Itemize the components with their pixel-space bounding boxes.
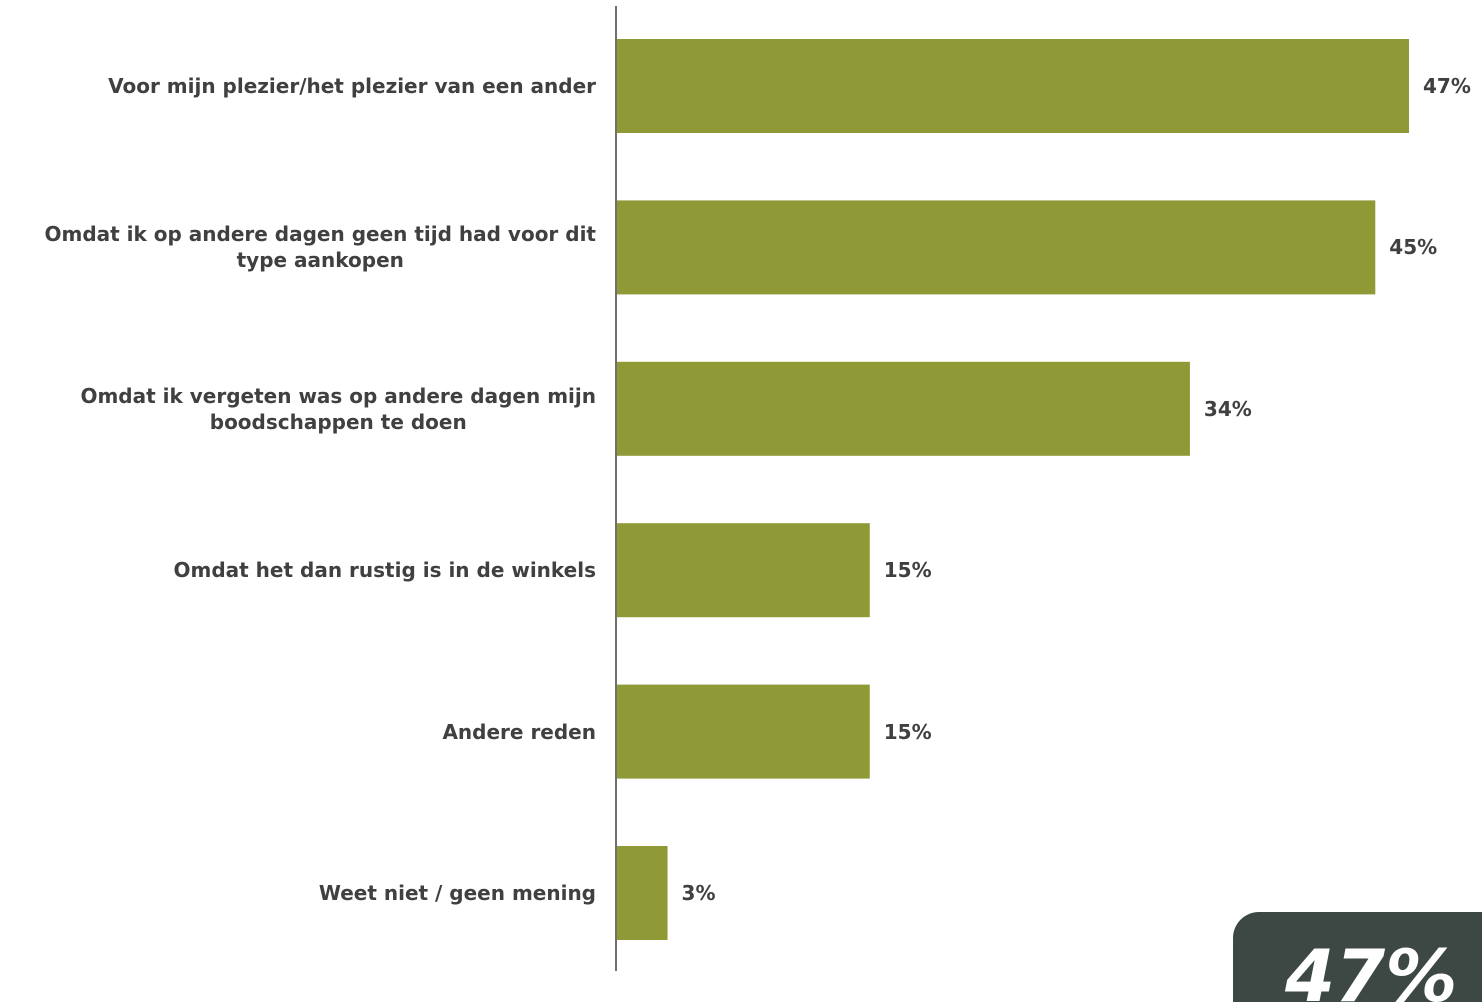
- category-label-line: Omdat het dan rustig is in de winkels: [173, 558, 597, 583]
- category-label-line: Weet niet / geen mening: [318, 881, 596, 905]
- category-label-line: Voor mijn plezier/het plezier van een an…: [108, 74, 596, 98]
- category-label-line: Omdat ik op andere dagen geen tijd had v…: [44, 222, 596, 247]
- chart-plot: [615, 6, 1409, 971]
- bar: [617, 200, 1376, 295]
- category-label-line: Andere reden: [442, 719, 596, 744]
- bar: [617, 846, 668, 940]
- category-label: Omdat het dan rustig is in de winkels: [6, 523, 597, 617]
- bar-value-label: 3%: [681, 881, 716, 905]
- category-label-line: type aankopen: [236, 248, 404, 273]
- category-label: Voor mijn plezier/het plezier van een an…: [6, 39, 596, 133]
- bar-value-label: 15%: [883, 558, 932, 583]
- highlight-callout: 47%: [1233, 912, 1482, 1002]
- bar-value-label: 45%: [1389, 235, 1438, 260]
- category-label: Weet niet / geen mening: [6, 846, 596, 940]
- bar: [617, 361, 1190, 456]
- category-label-line: boodschappen te doen: [209, 409, 467, 434]
- bar: [617, 684, 870, 779]
- chart: 47% Voor mijn plezier/het plezier van een…: [6, 6, 1471, 971]
- bar: [617, 39, 1409, 133]
- bar-value-label: 34%: [1203, 396, 1252, 421]
- category-label: Omdat ik op andere dagen geen tijd had v…: [6, 200, 596, 294]
- bar-value-label: 15%: [883, 719, 932, 744]
- category-label: Andere reden: [6, 685, 596, 779]
- highlight-callout-value: 47%: [1285, 934, 1458, 1002]
- bar-value-label: 47%: [1423, 74, 1471, 98]
- category-label: Omdat ik vergeten was op andere dagen mi…: [6, 362, 596, 456]
- category-label-line: Omdat ik vergeten was op andere dagen mi…: [80, 383, 596, 408]
- bar: [617, 523, 870, 618]
